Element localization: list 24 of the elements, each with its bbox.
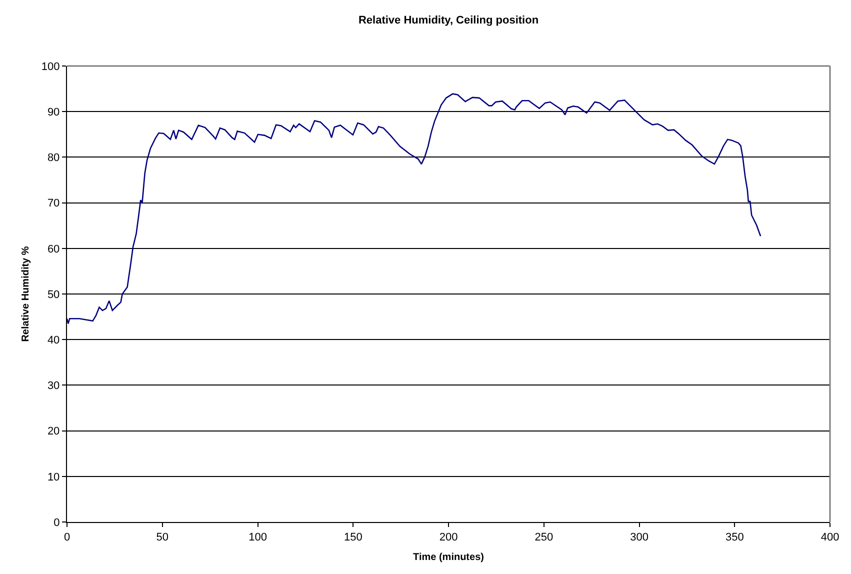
x-axis-title: Time (minutes) [413,552,484,563]
x-tick-label: 200 [439,531,458,544]
x-tick-label: 400 [820,531,840,544]
y-tick-label: 100 [41,60,60,73]
y-tick-label: 30 [47,380,60,392]
y-tick-label: 80 [47,152,60,164]
x-tick-label: 100 [248,531,267,544]
y-tick-label: 60 [47,243,60,256]
y-tick-label: 10 [47,471,60,484]
x-tick-label: 250 [534,531,554,544]
y-tick-label: 50 [47,288,60,301]
y-tick-label: 90 [47,106,60,118]
chart-title: Relative Humidity, Ceiling position [358,14,539,27]
x-tick-label: 150 [344,531,362,544]
y-tick-label: 70 [47,198,60,210]
y-tick-label: 40 [47,334,60,346]
line-series [67,93,762,324]
x-tick-label: 300 [630,531,648,544]
y-tick-label: 0 [54,516,60,529]
x-tick-label: 350 [725,531,744,544]
y-axis-title: Relative Humidity % [20,246,32,342]
y-tick-label: 20 [47,426,60,438]
x-tick-label: 0 [64,531,70,544]
x-tick-label: 50 [156,531,169,544]
